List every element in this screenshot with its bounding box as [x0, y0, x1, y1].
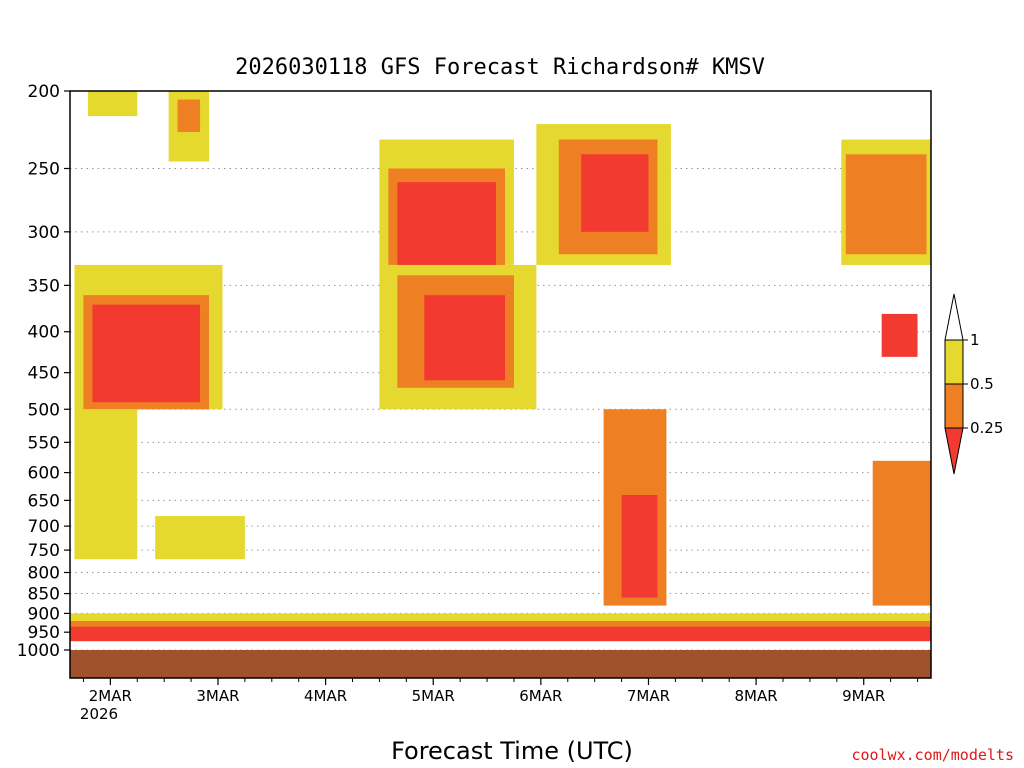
y-tick-label-750: 750 — [28, 541, 60, 561]
x-tick-label-2: 4MAR — [304, 687, 347, 705]
heatmap-region-18 — [621, 494, 658, 598]
y-tick-label-400: 400 — [28, 323, 60, 343]
y-axis: 200 250 300 350 400 450 500 550 600 650 700 7508008… — [17, 82, 70, 661]
y-tick-label-550: 550 — [28, 433, 60, 453]
y-tick-label-650: 650 — [28, 491, 60, 511]
x-tick-label-3: 5MAR — [412, 687, 455, 705]
legend-swatch-white — [944, 293, 964, 341]
y-tick-label-1000: 1000 — [17, 641, 60, 661]
heatmap-region-2 — [177, 99, 201, 132]
plot-frame — [69, 90, 932, 679]
legend-label-0: 1 — [970, 331, 980, 349]
heatmap-region-11 — [92, 304, 201, 403]
legend-swatch-orange — [944, 383, 964, 429]
legend-swatch-red — [944, 427, 964, 475]
x-axis-title: Forecast Time (UTC) — [391, 737, 633, 765]
y-tick-label-800: 800 — [28, 563, 60, 583]
ground-terrain — [70, 650, 931, 678]
chart-title: 2026030118 GFS Forecast Richardson# KMSV — [235, 55, 765, 80]
heatmap-cells — [70, 91, 931, 642]
y-tick-label-350: 350 — [28, 276, 60, 296]
heatmap-region-25 — [70, 626, 931, 642]
heatmap-region-21 — [872, 460, 931, 606]
y-tick-label-200: 200 — [28, 82, 60, 102]
colorbar-legend: 1 0.5 0.25 — [944, 293, 1003, 475]
y-tick-label-900: 900 — [28, 604, 60, 624]
y-tick-label-850: 850 — [28, 585, 60, 605]
heatmap-region-0 — [87, 91, 138, 117]
heatmap-region-16 — [155, 516, 245, 560]
y-tick-label-950: 950 — [28, 623, 60, 643]
x-tick-label-0: 2MAR — [89, 687, 132, 705]
y-tick-label-250: 250 — [28, 160, 60, 180]
y-tick-label-600: 600 — [28, 464, 60, 484]
y-tick-label-300: 300 — [28, 223, 60, 243]
x-tick-label-7: 9MAR — [842, 687, 885, 705]
y-tick-label-450: 450 — [28, 364, 60, 384]
x-axis: 2MAR 3MAR 4MAR 5MAR 6MAR 7MAR 8MAR 9MAR — [82, 678, 919, 705]
heatmap-region-8 — [581, 154, 649, 232]
x-axis-sublabel: 2026 — [80, 705, 118, 723]
legend-swatch-yellow — [944, 339, 964, 385]
x-tick-label-5: 7MAR — [627, 687, 670, 705]
x-tick-label-4: 6MAR — [519, 687, 562, 705]
credit-text: coolwx.com/modelts — [851, 746, 1014, 764]
x-tick-label-1: 3MAR — [196, 687, 239, 705]
legend-label-1: 0.5 — [970, 375, 994, 393]
heatmap-region-15 — [74, 409, 138, 560]
x-tick-label-6: 8MAR — [735, 687, 778, 705]
heatmap-region-22 — [881, 313, 918, 357]
y-tick-label-500: 500 — [28, 400, 60, 420]
legend-label-2: 0.25 — [970, 419, 1003, 437]
heatmap-region-5 — [397, 182, 497, 276]
y-tick-label-700: 700 — [28, 517, 60, 537]
heatmap-region-14 — [424, 295, 505, 381]
heatmap-region-20 — [845, 154, 927, 255]
